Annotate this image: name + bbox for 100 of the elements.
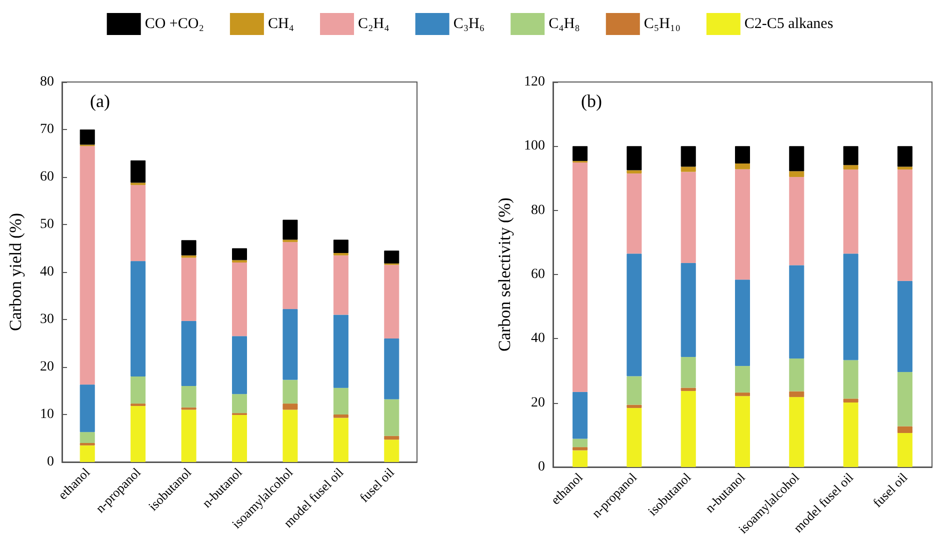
y-tick-label: 20 — [40, 360, 54, 374]
bar — [843, 360, 858, 399]
bar — [843, 254, 858, 360]
bar — [843, 146, 858, 166]
bar — [282, 309, 298, 380]
bar — [789, 265, 804, 359]
y-tick-label: 40 — [531, 331, 545, 346]
bar — [130, 185, 146, 262]
bar — [897, 426, 912, 433]
bar — [384, 436, 400, 440]
bar — [735, 280, 750, 366]
bar — [181, 320, 196, 386]
bar — [897, 280, 912, 372]
bar — [80, 432, 95, 443]
bar — [384, 399, 400, 436]
bar — [680, 166, 696, 172]
bar — [735, 146, 750, 164]
bar — [789, 397, 804, 467]
bar — [626, 408, 642, 467]
bar — [572, 392, 588, 439]
y-tick-label: 10 — [40, 407, 54, 422]
bar — [626, 404, 642, 408]
bar — [735, 169, 750, 280]
y-tick-label: 100 — [524, 138, 545, 154]
bar — [572, 447, 588, 450]
bar — [80, 445, 95, 462]
y-tick-label: 50 — [40, 217, 54, 232]
bar — [843, 402, 858, 467]
bar — [384, 338, 400, 400]
bar — [626, 376, 642, 405]
bar — [789, 146, 804, 172]
bar — [181, 386, 196, 408]
bar — [333, 314, 348, 388]
bar — [572, 162, 588, 392]
bar — [282, 404, 298, 410]
bar — [282, 242, 298, 310]
bar — [80, 384, 95, 432]
bar — [80, 146, 95, 385]
bar — [789, 358, 804, 392]
bar — [735, 163, 750, 170]
y-axis-title: Carbon selectivity (%) — [495, 198, 514, 352]
legend-label: C₅H₁₀ — [644, 16, 680, 32]
annotation: (b) — [581, 91, 602, 111]
y-tick-label: 40 — [40, 264, 54, 280]
y-tick-label: 60 — [531, 267, 545, 282]
bar — [843, 170, 858, 254]
y-tick-label: 0 — [47, 454, 54, 470]
bar — [572, 450, 588, 467]
legend-label: CO +CO₂ — [144, 16, 204, 32]
bar — [333, 418, 348, 462]
bar — [735, 366, 750, 393]
bar — [130, 406, 146, 462]
bar — [384, 440, 400, 462]
bar — [572, 146, 588, 161]
bar — [680, 146, 696, 167]
bar — [789, 391, 804, 398]
bar — [789, 176, 804, 266]
y-tick-label: 70 — [40, 122, 54, 137]
y-tick-label: 20 — [531, 395, 545, 410]
bar — [572, 438, 588, 448]
bar — [626, 170, 642, 174]
bar — [680, 390, 696, 467]
y-tick-label: 80 — [531, 202, 545, 218]
bar — [626, 173, 642, 254]
y-axis-title: Carbon yield (%) — [6, 212, 25, 332]
bar — [232, 336, 247, 394]
bar — [232, 248, 247, 260]
bar — [333, 240, 348, 253]
bar — [130, 160, 146, 183]
legend-label: CH₄ — [268, 16, 294, 32]
legend-label: C₄H₈ — [548, 16, 580, 32]
bar — [282, 410, 298, 462]
bar — [80, 130, 95, 145]
bar — [282, 380, 298, 404]
bar — [232, 414, 247, 462]
bar — [232, 262, 247, 336]
bar — [384, 264, 400, 338]
bar — [680, 262, 696, 357]
bar — [333, 388, 348, 414]
bar — [181, 240, 196, 256]
bar — [130, 261, 146, 376]
y-tick-label: 120 — [524, 74, 545, 90]
y-tick-label: 0 — [538, 460, 545, 474]
bar — [232, 394, 247, 414]
bar — [626, 254, 642, 376]
bar — [626, 146, 642, 170]
annotation: (a) — [90, 91, 110, 111]
bar — [843, 165, 858, 170]
legend-label: C₃H₆ — [453, 16, 485, 32]
bar — [897, 170, 912, 281]
bar — [680, 172, 696, 263]
y-tick-label: 30 — [40, 312, 54, 327]
bar — [897, 432, 912, 467]
bar — [680, 356, 696, 388]
bar — [897, 372, 912, 426]
bar — [735, 392, 750, 396]
bar — [333, 414, 348, 418]
legend-label: C2-C5 alkanes — [744, 16, 834, 32]
bar — [181, 410, 196, 462]
y-tick-label: 60 — [40, 170, 54, 184]
